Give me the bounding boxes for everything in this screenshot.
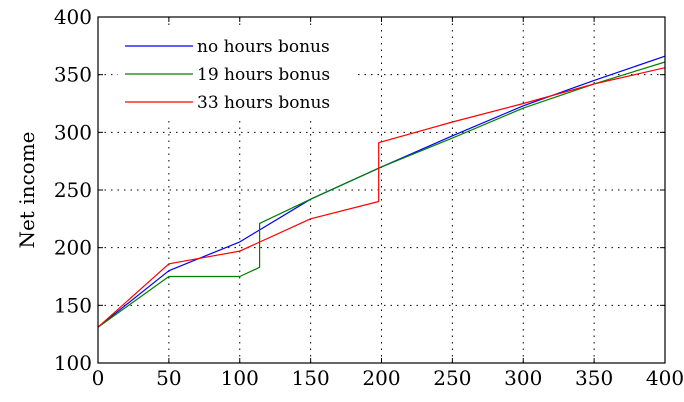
y-tick-labels: 100 150 200 250 300 350 400 bbox=[54, 5, 92, 375]
x-tick-label: 400 bbox=[646, 366, 684, 390]
legend-label-3: 33 hours bonus bbox=[197, 93, 330, 113]
y-tick-label: 100 bbox=[54, 351, 92, 375]
x-tick-label: 300 bbox=[504, 366, 542, 390]
y-tick-label: 350 bbox=[54, 63, 92, 87]
x-tick-labels: 0 50 100 150 200 250 300 350 400 bbox=[92, 366, 684, 390]
legend-label-2: 19 hours bonus bbox=[197, 65, 330, 85]
x-tick-label: 100 bbox=[221, 366, 259, 390]
series-line-2 bbox=[97, 61, 666, 328]
y-tick-label: 150 bbox=[54, 293, 92, 317]
series-line-3 bbox=[97, 67, 666, 328]
y-tick-label: 300 bbox=[54, 120, 92, 144]
y-tick-label: 200 bbox=[54, 236, 92, 260]
x-tick-label: 250 bbox=[433, 366, 471, 390]
legend: no hours bonus 19 hours bonus 33 hours bon… bbox=[118, 30, 358, 116]
x-tick-label: 350 bbox=[575, 366, 613, 390]
x-tick-label: 0 bbox=[92, 366, 105, 390]
y-tick-label: 250 bbox=[54, 178, 92, 202]
x-tick-label: 150 bbox=[292, 366, 330, 390]
y-tick-label: 400 bbox=[54, 5, 92, 29]
x-tick-label: 200 bbox=[362, 366, 400, 390]
legend-label-1: no hours bonus bbox=[197, 37, 330, 57]
series-lines bbox=[97, 55, 666, 328]
x-tick-label: 50 bbox=[156, 366, 181, 390]
y-axis-label: Net income bbox=[15, 131, 39, 248]
tick-marks bbox=[97, 16, 666, 364]
